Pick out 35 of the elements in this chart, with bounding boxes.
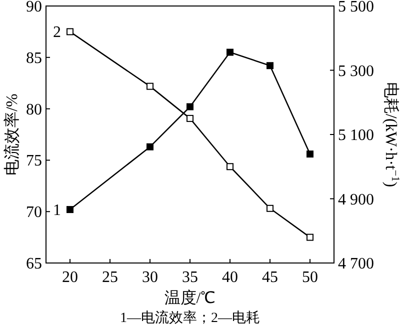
y-tick-label: 90 (26, 0, 42, 16)
series-label: 2 (53, 24, 61, 42)
point (186, 114, 194, 122)
text: 1—电流效率；2—电耗 (120, 310, 260, 326)
x-tick-label: 45 (262, 269, 278, 286)
y2-tick-label: 4 700 (338, 256, 374, 272)
point (306, 234, 314, 241)
point (146, 82, 154, 90)
y-tick-label: 75 (26, 152, 42, 170)
point (66, 206, 74, 214)
y2-tick-label: 5 300 (338, 62, 374, 80)
series-label: 1 (53, 202, 61, 220)
x-tick-label: 25 (102, 269, 118, 286)
y-tick-label: 70 (26, 204, 42, 222)
y2-tick-label: 4 900 (338, 191, 374, 208)
point (146, 143, 154, 150)
y-axis-title: 电流效率/% (3, 94, 21, 176)
y-tick-label: 80 (26, 101, 42, 118)
x-tick-label: 35 (182, 269, 198, 286)
x-tick-label: 50 (302, 269, 318, 286)
x-tick-label: 20 (62, 269, 78, 286)
y-tick-label: 65 (26, 256, 42, 272)
y2-tick-label: 5 100 (338, 127, 374, 144)
point (266, 204, 274, 212)
point (186, 103, 194, 110)
x-tick-label: 30 (142, 269, 158, 286)
point (226, 48, 234, 56)
point (66, 28, 74, 36)
point (306, 150, 314, 158)
y2-tick-label: 5 500 (338, 0, 374, 16)
x-axis-title: 温度/℃ (164, 289, 216, 307)
point (226, 163, 234, 170)
x-tick-label: 40 (222, 269, 238, 286)
point (266, 62, 274, 70)
y-tick-label: 85 (26, 50, 42, 67)
